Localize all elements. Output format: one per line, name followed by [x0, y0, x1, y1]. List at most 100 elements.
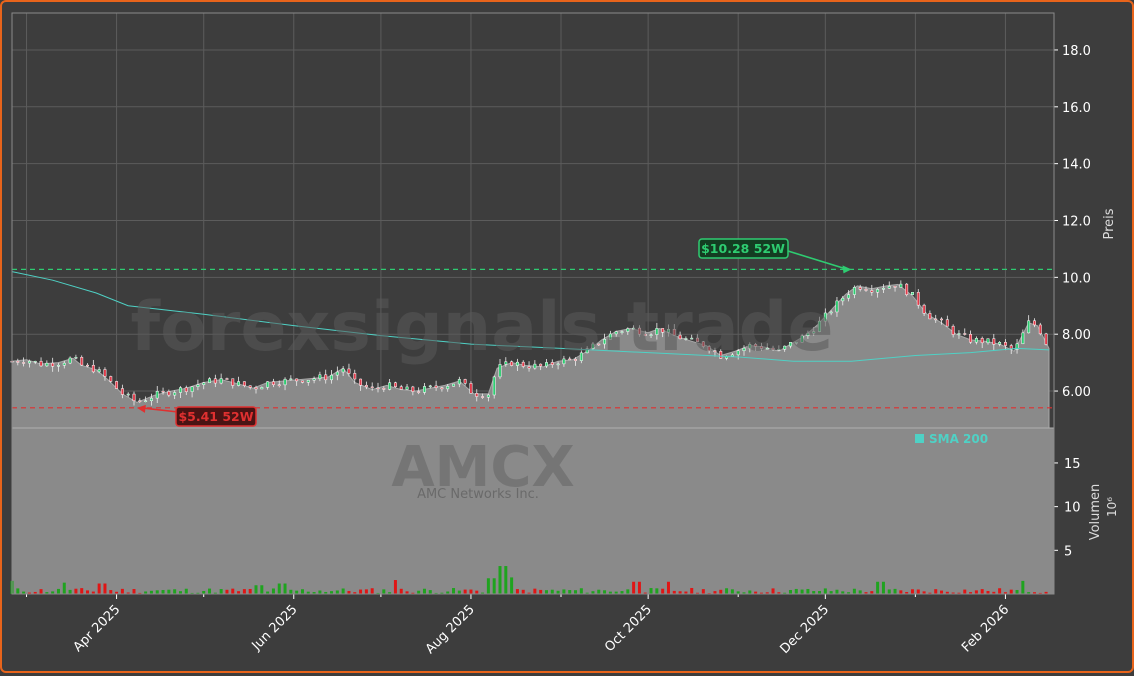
candle-body [481, 396, 485, 398]
candle-body [940, 318, 943, 321]
candle-body [16, 361, 20, 363]
volume-bar [649, 588, 653, 594]
price-tick-label: 18.0 [1062, 44, 1091, 59]
candle-body [556, 363, 560, 366]
candle-body [887, 286, 891, 289]
volume-bar [190, 592, 194, 594]
volume-bar [434, 592, 438, 594]
candle-body [643, 333, 647, 336]
x-tick-label: Aug 2025 [423, 602, 478, 657]
volume-bar [376, 592, 380, 594]
candle-body [719, 351, 723, 359]
volume-bar [306, 591, 310, 594]
candle-body [911, 292, 914, 295]
volume-bar [289, 589, 293, 594]
volume-bar [318, 590, 322, 594]
candle-body [237, 381, 241, 386]
volume-bar [300, 589, 304, 594]
volume-bar [1032, 592, 1036, 594]
volume-bar [969, 592, 973, 594]
candle-body [68, 357, 72, 364]
volume-bar [33, 591, 37, 594]
candle-body [202, 382, 206, 385]
candle-body [690, 337, 694, 340]
candle-body [219, 378, 223, 384]
candle-body [870, 290, 874, 293]
candle-body [574, 359, 577, 361]
candle-body [289, 378, 293, 381]
candle-body [155, 391, 159, 399]
volume-bar [330, 591, 334, 594]
candle-body [701, 341, 705, 347]
volume-bar [271, 588, 275, 594]
volume-bar [603, 590, 607, 594]
candle-body [86, 364, 89, 367]
volume-bar [45, 592, 49, 594]
volume-bar [393, 580, 397, 594]
candle-body [881, 288, 885, 290]
candle-body [1033, 320, 1036, 326]
candle-body [597, 343, 601, 346]
volume-bar [881, 581, 885, 594]
candle-body [393, 382, 397, 387]
volume-bar [1003, 592, 1007, 594]
volume-bar [115, 591, 119, 594]
volume-bar [992, 591, 996, 594]
volume-bar [254, 585, 258, 594]
volume-bar [690, 587, 694, 594]
volume-axis-label: Volumen [1088, 484, 1103, 541]
candle-body [1027, 320, 1031, 334]
volume-bar [672, 590, 676, 594]
volume-bar [341, 588, 345, 594]
candle-body [126, 393, 130, 396]
volume-bar [730, 589, 734, 594]
volume-bar [940, 590, 944, 594]
candle-body [248, 385, 252, 388]
volume-bar [475, 590, 479, 594]
volume-bar [399, 588, 403, 594]
price-tick-label: 12.0 [1062, 215, 1091, 230]
candle-body [550, 362, 554, 365]
candle-body [167, 391, 171, 396]
candle-body [876, 289, 880, 293]
candle-body [951, 325, 955, 335]
volume-bar [260, 585, 264, 594]
candle-body [27, 361, 31, 364]
candle-body [794, 342, 798, 344]
price-tick-label: 14.0 [1062, 158, 1091, 173]
candle-body [417, 391, 421, 393]
candle-body [620, 331, 624, 333]
candle-body [370, 386, 374, 389]
candle-body [330, 374, 333, 381]
volume-bar [184, 588, 188, 594]
volume-bar [405, 591, 409, 594]
candle-body [173, 392, 177, 396]
volume-bar [876, 581, 880, 594]
volume-bar [138, 592, 142, 594]
volume-bar [794, 588, 798, 594]
candle-body [80, 357, 84, 366]
volume-bar [62, 582, 66, 594]
candle-body [399, 386, 403, 390]
candle-body [934, 318, 938, 321]
volume-bar [242, 589, 246, 594]
candle-body [980, 338, 984, 344]
volume-panel [10, 427, 1054, 594]
candle-body [452, 383, 455, 387]
legend-swatch [915, 434, 924, 443]
candle-body [91, 364, 95, 373]
volume-bar [359, 589, 363, 594]
volume-bar [777, 592, 781, 594]
candle-body [463, 379, 467, 384]
low-52w-box [175, 406, 257, 427]
volume-bar [998, 588, 1002, 594]
volume-bar [103, 583, 107, 594]
candle-body [632, 327, 636, 330]
candle-body [539, 363, 543, 367]
price-axis-label: Preis [1102, 208, 1117, 239]
watermark-text: forexsignals.trade [131, 288, 834, 367]
candle-body [260, 387, 264, 390]
candle-body [440, 387, 444, 390]
volume-bar [422, 588, 426, 594]
